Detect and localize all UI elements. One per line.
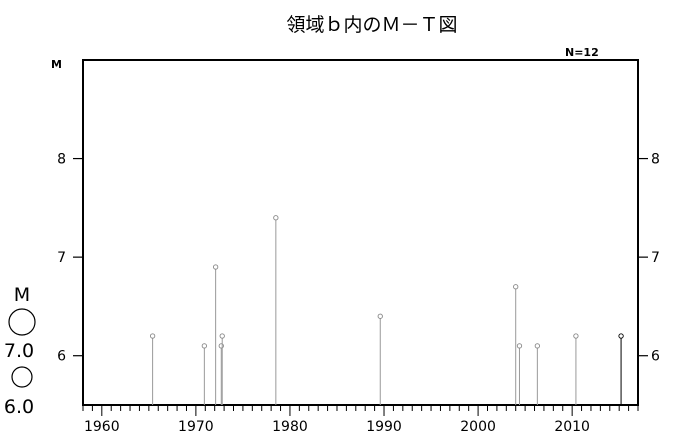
x-tick-label-2010: 2010 — [554, 419, 590, 435]
event-marker-3 — [218, 343, 224, 349]
event-marker-2 — [212, 264, 219, 270]
y-tick-label-right-7: 7 — [651, 250, 660, 266]
event-marker-4 — [219, 333, 225, 339]
event-marker-11 — [618, 333, 624, 339]
y-tick-label-left-7: 7 — [57, 250, 66, 266]
x-tick-label-1970: 1970 — [178, 419, 214, 435]
legend-circle-small — [11, 366, 33, 388]
legend-label-large: 7.0 — [4, 340, 34, 362]
y-tick-label-left-8: 8 — [57, 152, 66, 168]
x-tick-label-1960: 1960 — [84, 419, 120, 435]
y-tick-label-right-8: 8 — [651, 152, 660, 168]
event-count-label: N=12 — [565, 46, 599, 59]
legend-label-small: 6.0 — [4, 396, 34, 418]
event-marker-8 — [516, 343, 523, 349]
legend-circle-large — [8, 308, 36, 336]
y-tick-label-right-6: 6 — [651, 349, 660, 365]
chart-title: 領域ｂ内のＭ－Ｔ図 — [286, 14, 457, 36]
event-stems — [149, 215, 624, 405]
event-marker-7 — [513, 284, 519, 290]
y-tick-label-left-6: 6 — [57, 349, 66, 365]
x-axis-ticks: 1960 1970 1980 1990 2000 2010 — [82, 405, 639, 435]
event-marker-9 — [534, 343, 540, 349]
x-tick-label-2000: 2000 — [460, 419, 496, 435]
plot-frame — [82, 59, 639, 406]
event-marker-6 — [377, 313, 383, 319]
event-marker-0 — [149, 333, 156, 339]
legend: M 7.0 6.0 — [4, 284, 36, 418]
y-axis-label: M — [51, 58, 62, 71]
event-marker-10 — [573, 333, 579, 339]
y-axis-ticks: 6 6 7 7 8 8 — [57, 152, 660, 365]
event-marker-1 — [201, 343, 207, 349]
x-tick-label-1990: 1990 — [366, 419, 402, 435]
legend-title: M — [14, 284, 30, 306]
x-tick-label-1980: 1980 — [272, 419, 308, 435]
event-marker-5 — [273, 215, 279, 221]
